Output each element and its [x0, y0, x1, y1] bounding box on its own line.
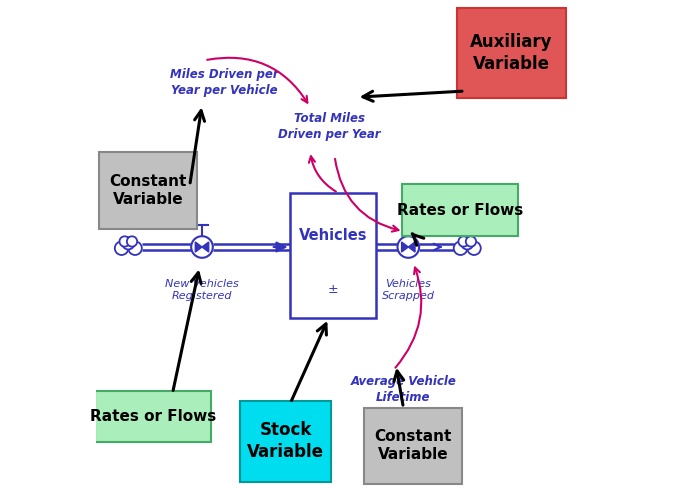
Circle shape: [458, 236, 469, 247]
Text: Average Vehicle
Lifetime: Average Vehicle Lifetime: [350, 375, 456, 404]
Circle shape: [122, 237, 135, 249]
FancyBboxPatch shape: [99, 153, 197, 229]
Polygon shape: [202, 242, 209, 252]
FancyBboxPatch shape: [240, 401, 331, 482]
Circle shape: [127, 236, 137, 247]
Text: Auxiliary
Variable: Auxiliary Variable: [470, 33, 553, 73]
Circle shape: [397, 236, 419, 258]
Polygon shape: [196, 242, 202, 252]
Circle shape: [467, 242, 481, 255]
Circle shape: [120, 236, 130, 247]
Text: Vehicles: Vehicles: [299, 228, 368, 244]
Polygon shape: [408, 242, 415, 252]
Text: New Vehicles
Registered: New Vehicles Registered: [165, 279, 239, 301]
Circle shape: [453, 242, 467, 255]
Text: Total Miles
Driven per Year: Total Miles Driven per Year: [278, 112, 381, 141]
Circle shape: [192, 236, 213, 258]
Circle shape: [115, 242, 129, 255]
Text: Rates or Flows: Rates or Flows: [90, 409, 216, 424]
Text: Rates or Flows: Rates or Flows: [397, 203, 523, 218]
Polygon shape: [402, 242, 408, 252]
Circle shape: [129, 242, 142, 255]
FancyBboxPatch shape: [458, 7, 566, 98]
Text: Vehicles
Scrapped: Vehicles Scrapped: [382, 279, 435, 301]
Circle shape: [466, 236, 476, 247]
FancyBboxPatch shape: [364, 408, 462, 484]
Circle shape: [461, 237, 473, 249]
FancyBboxPatch shape: [402, 184, 518, 236]
FancyBboxPatch shape: [95, 391, 211, 442]
Text: Miles Driven per
Year per Vehicle: Miles Driven per Year per Vehicle: [170, 68, 278, 97]
Text: ±: ±: [328, 284, 339, 296]
Text: Stock
Variable: Stock Variable: [247, 421, 324, 461]
Bar: [291, 193, 376, 318]
Text: Constant
Variable: Constant Variable: [109, 174, 187, 207]
Text: Constant
Variable: Constant Variable: [375, 429, 452, 462]
